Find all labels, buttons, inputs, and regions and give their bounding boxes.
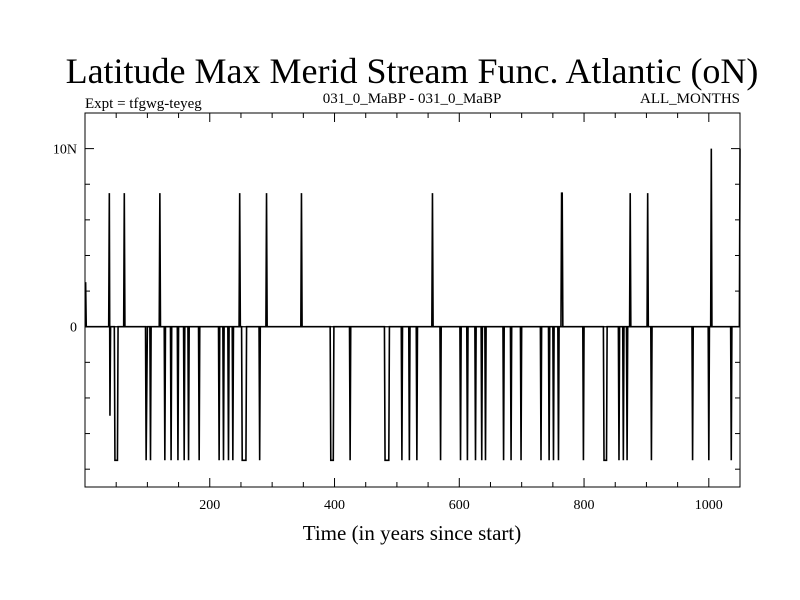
experiment-label: Expt = tfgwg-teyeg [85,96,202,112]
plot-frame [84,112,741,488]
x-tick-label: 800 [574,498,595,513]
y-tick-label: 0 [70,321,77,336]
x-axis: 200 400 600 800 1000 [115,113,741,513]
months-label: ALL_MONTHS [640,91,740,107]
y-tick-label: 10N [53,143,77,158]
x-tick-label: 400 [324,498,345,513]
x-tick-label: 1000 [695,498,723,513]
x-tick-label: 600 [449,498,470,513]
y-axis: 0 10N [53,112,740,470]
chart-title: Latitude Max Merid Stream Func. Atlantic… [66,51,759,91]
x-axis-label: Time (in years since start) [303,521,522,545]
x-tick-label: 200 [199,498,220,513]
series-line [84,148,741,462]
period-label: 031_0_MaBP - 031_0_MaBP [323,91,502,107]
